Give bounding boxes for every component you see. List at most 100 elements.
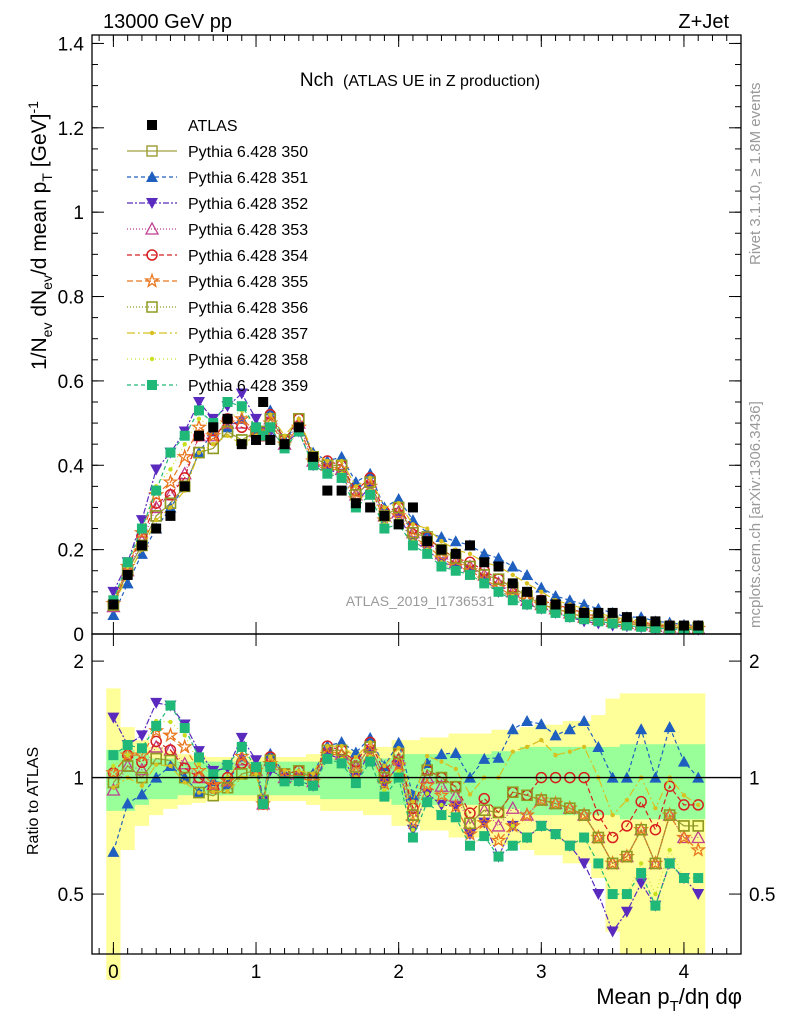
series-354-ratio-point	[621, 820, 633, 832]
series-357-point	[268, 412, 273, 417]
series-359-ratio-point	[122, 739, 133, 750]
series-356-ratio-point	[692, 820, 704, 832]
series-355-ratio-point	[119, 746, 136, 763]
series-357-point	[510, 572, 515, 578]
series-359-point	[522, 599, 533, 610]
series-357-ratio-point	[339, 743, 344, 749]
series-351-ratio-point	[478, 752, 491, 764]
series-358-ratio-point	[667, 847, 672, 853]
atlas-data-point	[593, 607, 604, 618]
series-357-point	[153, 517, 159, 523]
series-352-point	[135, 515, 148, 527]
series-359-point	[136, 523, 147, 534]
series-356-ratio-point	[621, 850, 633, 863]
atlas-data-point	[550, 599, 561, 610]
atlas-data-point	[136, 540, 147, 551]
series-359-point	[436, 561, 447, 572]
series-351-ratio-point	[392, 736, 405, 748]
series-356-ratio-point	[535, 794, 548, 806]
legend-marker	[147, 120, 157, 130]
y-tick-label: 1	[73, 203, 84, 224]
x-tick-label: 4	[679, 962, 690, 983]
series-359-ratio-point	[379, 791, 390, 802]
series-356-ratio-point	[649, 857, 662, 870]
series-359-ratio-point	[536, 820, 547, 831]
y-tick-label: 0.8	[58, 288, 84, 309]
series-357-ratio-point	[139, 783, 145, 788]
series-357-ratio-point	[581, 744, 587, 750]
series-358-ratio-point	[439, 802, 444, 808]
series-355-ratio-point	[690, 841, 707, 857]
series-356-ratio-point	[592, 831, 605, 844]
series-351-point	[521, 568, 534, 580]
series-359-point	[379, 523, 390, 534]
series-351-point	[107, 609, 120, 621]
x-tick-label: 3	[536, 962, 547, 983]
series-355-ratio-point	[476, 814, 493, 830]
series-359-ratio-point	[579, 832, 590, 843]
series-359-point	[650, 623, 661, 634]
series-352-point	[150, 464, 163, 476]
series-351-ratio-point	[121, 797, 134, 809]
series-359-ratio-point	[593, 858, 604, 869]
series-357-ratio-point	[111, 785, 116, 790]
series-357-ratio-point	[296, 768, 302, 774]
series-351-point	[121, 577, 134, 589]
atlas-data-point	[222, 413, 233, 424]
legend-marker	[146, 198, 158, 209]
series-357-point	[196, 450, 202, 455]
series-357-ratio-point	[539, 737, 544, 743]
atlas-data-point	[607, 607, 618, 618]
series-357-ratio-point	[196, 790, 202, 795]
y-tick-label: 1.4	[58, 34, 85, 55]
atlas-data-point	[450, 548, 461, 559]
series-356-point	[492, 573, 505, 585]
series-358-ratio-point	[653, 891, 658, 897]
series-357-point	[282, 433, 287, 438]
atlas-data-point	[350, 498, 361, 509]
atlas-data-point	[536, 595, 547, 606]
series-353-ratio-point	[434, 778, 449, 792]
series-359-ratio-point	[564, 840, 575, 851]
series-357-point	[225, 433, 230, 438]
series-352-ratio-point	[578, 858, 591, 870]
series-357-ratio-point	[310, 771, 316, 776]
series-358-ratio-point	[410, 827, 416, 832]
series-351-point	[478, 547, 491, 559]
atlas-data-point	[336, 485, 347, 496]
main-panel: 0 0.2 0.4 0.6 0.8 1 1.2 1.4	[58, 34, 742, 646]
series-356-point	[407, 527, 419, 539]
series-357-point	[353, 484, 359, 489]
atlas-data-point	[664, 620, 675, 631]
series-357-ratio-point	[653, 806, 658, 811]
series-351-ratio-point	[663, 721, 676, 733]
series-358-ratio-point	[424, 791, 430, 796]
legend-marker	[146, 301, 158, 313]
series-356-ratio-point	[578, 809, 590, 821]
series-359-ratio-point	[336, 758, 347, 769]
series-359-point	[493, 586, 504, 597]
legend-marker	[147, 380, 157, 390]
series-353-ratio-point	[676, 830, 692, 844]
series-351-point	[135, 547, 148, 559]
series-359-ratio-point	[108, 750, 119, 761]
series-357-point	[467, 551, 473, 557]
series-353-ratio-point	[106, 782, 121, 796]
series-359-ratio-point	[193, 752, 204, 763]
series-359-ratio-point	[236, 741, 247, 752]
analysis-id-label: ATLAS_2019_I1736531	[346, 593, 495, 609]
series-353-ratio-point	[519, 807, 535, 821]
atlas-data-point	[507, 578, 518, 589]
atlas-data-point	[151, 523, 162, 534]
series-352-ratio-point	[620, 906, 633, 918]
series-359-ratio-point	[450, 812, 461, 823]
series-359-ratio-point	[208, 769, 219, 780]
x-axis-label: Mean pT/dη dφ	[596, 984, 742, 1015]
plot-title-main: Nch	[300, 70, 334, 91]
series-359-point	[165, 447, 176, 458]
series-358-ratio-point	[382, 787, 387, 793]
series-357-point	[410, 522, 416, 527]
y-tick-label: 1.2	[58, 119, 84, 140]
series-356-ratio-point	[549, 797, 562, 810]
series-359-point	[593, 616, 604, 627]
